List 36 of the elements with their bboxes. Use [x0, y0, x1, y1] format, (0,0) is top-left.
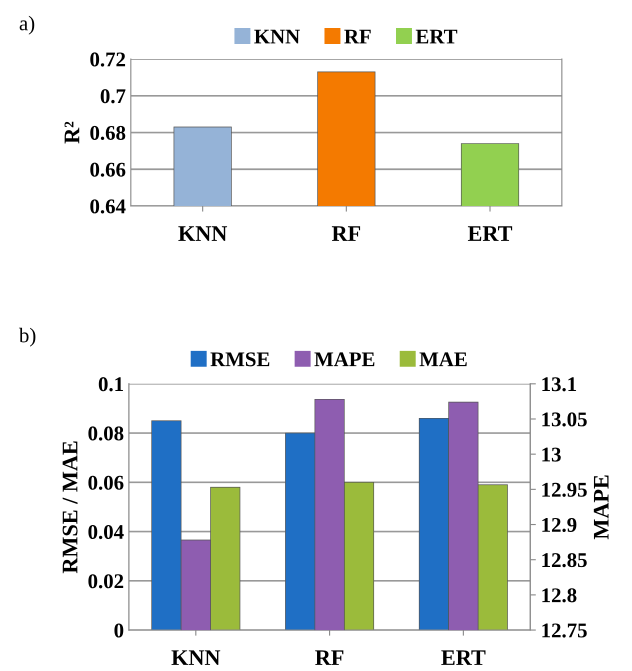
y-axis-title: RMSE / MAE	[62, 441, 78, 574]
y2-axis-title: MAPE	[594, 475, 609, 540]
y-tick-label: 0.02	[88, 574, 124, 588]
y-tick-label: 0.68	[90, 126, 126, 140]
legend-label: MAE	[420, 352, 467, 366]
y-axis-title: R²	[64, 122, 80, 144]
y-tick-label: 0.04	[88, 524, 124, 540]
legend-label: RF	[344, 30, 371, 44]
x-tick-label: KNN	[178, 226, 228, 241]
y-tick-label: 0.66	[90, 162, 126, 177]
y2-tick-label: 12.9	[542, 518, 576, 532]
x-tick-label: RF	[315, 650, 344, 665]
y2-tick-label: 12.8	[542, 588, 576, 602]
x-tick-label: KNN	[172, 650, 220, 665]
y2-tick-label: 12.75	[542, 624, 587, 638]
y-tick-label: 0.06	[88, 476, 124, 490]
y-tick-label: 0.08	[88, 426, 124, 441]
legend-label: KNN	[254, 30, 300, 44]
x-tick-label: ERT	[441, 650, 486, 665]
y-tick-label: 0.72	[90, 52, 126, 67]
x-tick-label: RF	[332, 226, 360, 241]
y2-tick-label: 12.85	[542, 553, 587, 568]
y-tick-label: 0.7	[100, 89, 126, 104]
y-tick-label: 0.64	[90, 199, 126, 214]
legend-label: ERT	[416, 30, 458, 44]
y2-tick-label: 13	[542, 448, 561, 462]
y2-tick-label: 13.05	[542, 412, 587, 427]
text: b)	[18, 328, 36, 347]
legend-label: MAPE	[314, 352, 374, 366]
text: a)	[20, 16, 34, 35]
y-tick-label: 0	[114, 623, 124, 638]
y2-tick-label: 13.1	[542, 377, 576, 392]
y-tick-label: 0.1	[98, 377, 123, 392]
y2-tick-label: 12.95	[542, 482, 587, 497]
legend-label: RMSE	[210, 352, 270, 366]
x-tick-label: ERT	[468, 226, 512, 241]
